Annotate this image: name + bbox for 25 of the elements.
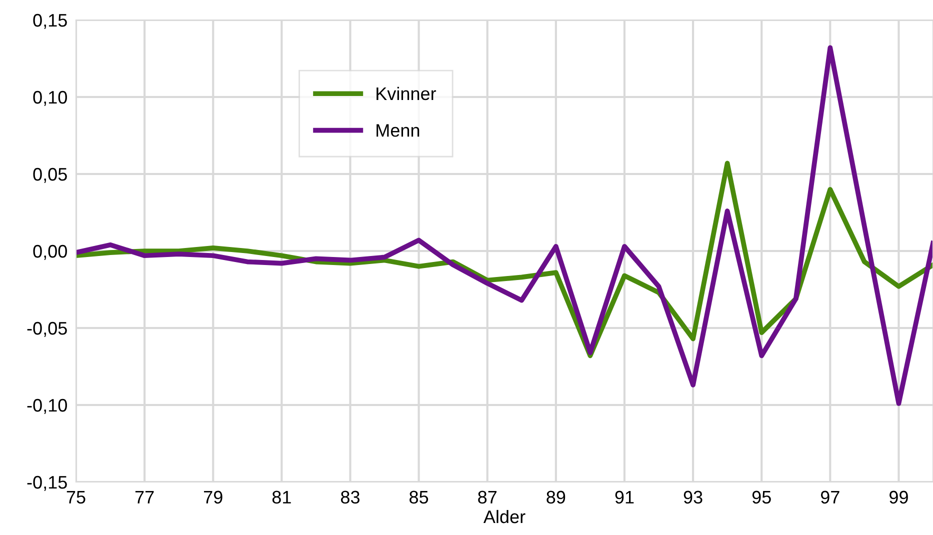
y-tick-label: -0,10: [27, 398, 67, 414]
y-tick-label: 0,05: [33, 168, 67, 183]
x-tick-label: 97: [820, 490, 840, 504]
x-tick-label: 87: [478, 490, 496, 504]
line-series: [76, 45, 933, 406]
y-tick-label: 0,10: [33, 90, 67, 106]
x-tick-label: 93: [684, 490, 702, 504]
x-tick-label: 75: [66, 490, 86, 504]
x-tick-label: 89: [546, 490, 566, 504]
x-tick-label: 81: [272, 490, 291, 504]
y-tick-label: 0,15: [33, 14, 67, 29]
legend-label: Kvinner: [376, 86, 436, 100]
y-tick-label: 0,00: [33, 244, 67, 260]
x-tick-label: 83: [340, 490, 360, 504]
x-tick-label: 77: [135, 490, 154, 504]
x-axis-title: Alder: [483, 510, 526, 524]
line-series: [76, 160, 933, 358]
legend-label: Menn: [376, 124, 420, 137]
x-tick-label: 91: [615, 490, 634, 504]
y-tick-label: -0,15: [27, 476, 67, 491]
y-tick-label: -0,05: [27, 322, 67, 337]
x-tick-label: 95: [752, 490, 771, 504]
x-tick-label: 79: [204, 490, 222, 504]
x-tick-label: 99: [890, 490, 908, 504]
x-tick-label: 85: [410, 490, 428, 504]
